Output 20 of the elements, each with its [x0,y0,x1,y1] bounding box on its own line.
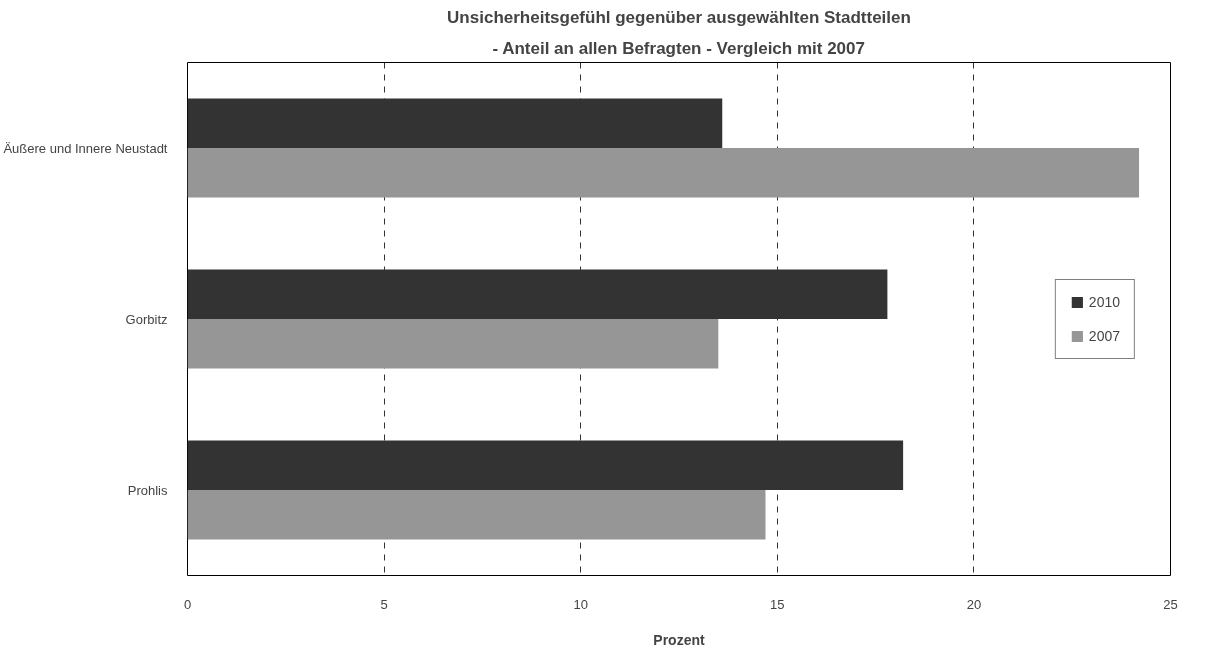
bar [187,148,1140,198]
x-tick-label: 20 [966,596,982,612]
x-axis-title: Prozent [653,631,706,648]
bar [187,440,904,490]
bar [187,319,719,369]
y-tick-label: Äußere und Innere Neustadt [3,140,168,156]
legend-label: 2010 [1088,293,1120,310]
x-tick-label: 0 [183,596,192,612]
chart-subtitle: - Anteil an allen Befragten - Vergleich mit 2007 [492,38,865,58]
chart-title: Unsicherheitsgefühl gegenüber ausgewählten Stadtteilen [447,7,911,27]
legend-label: 2007 [1088,327,1120,344]
x-tick-label: 5 [380,596,388,612]
x-tick-label: 15 [770,596,785,612]
y-tick-label: Prohlis [127,482,168,498]
y-tick-label: Gorbitz [125,311,168,327]
x-tick-label: 10 [573,596,588,612]
x-tick-label: 25 [1163,596,1178,612]
bar [187,269,888,319]
bar [187,490,766,540]
bar [187,98,723,148]
